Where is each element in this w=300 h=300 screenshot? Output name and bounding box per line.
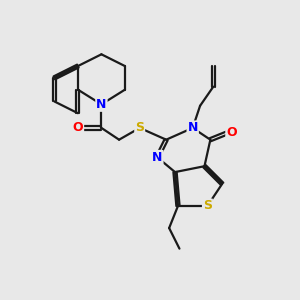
Text: O: O: [226, 126, 237, 139]
Text: O: O: [73, 122, 83, 134]
Text: N: N: [96, 98, 106, 111]
Text: N: N: [152, 151, 163, 164]
Text: S: S: [203, 200, 212, 212]
Text: S: S: [135, 122, 144, 134]
Text: N: N: [188, 122, 198, 134]
